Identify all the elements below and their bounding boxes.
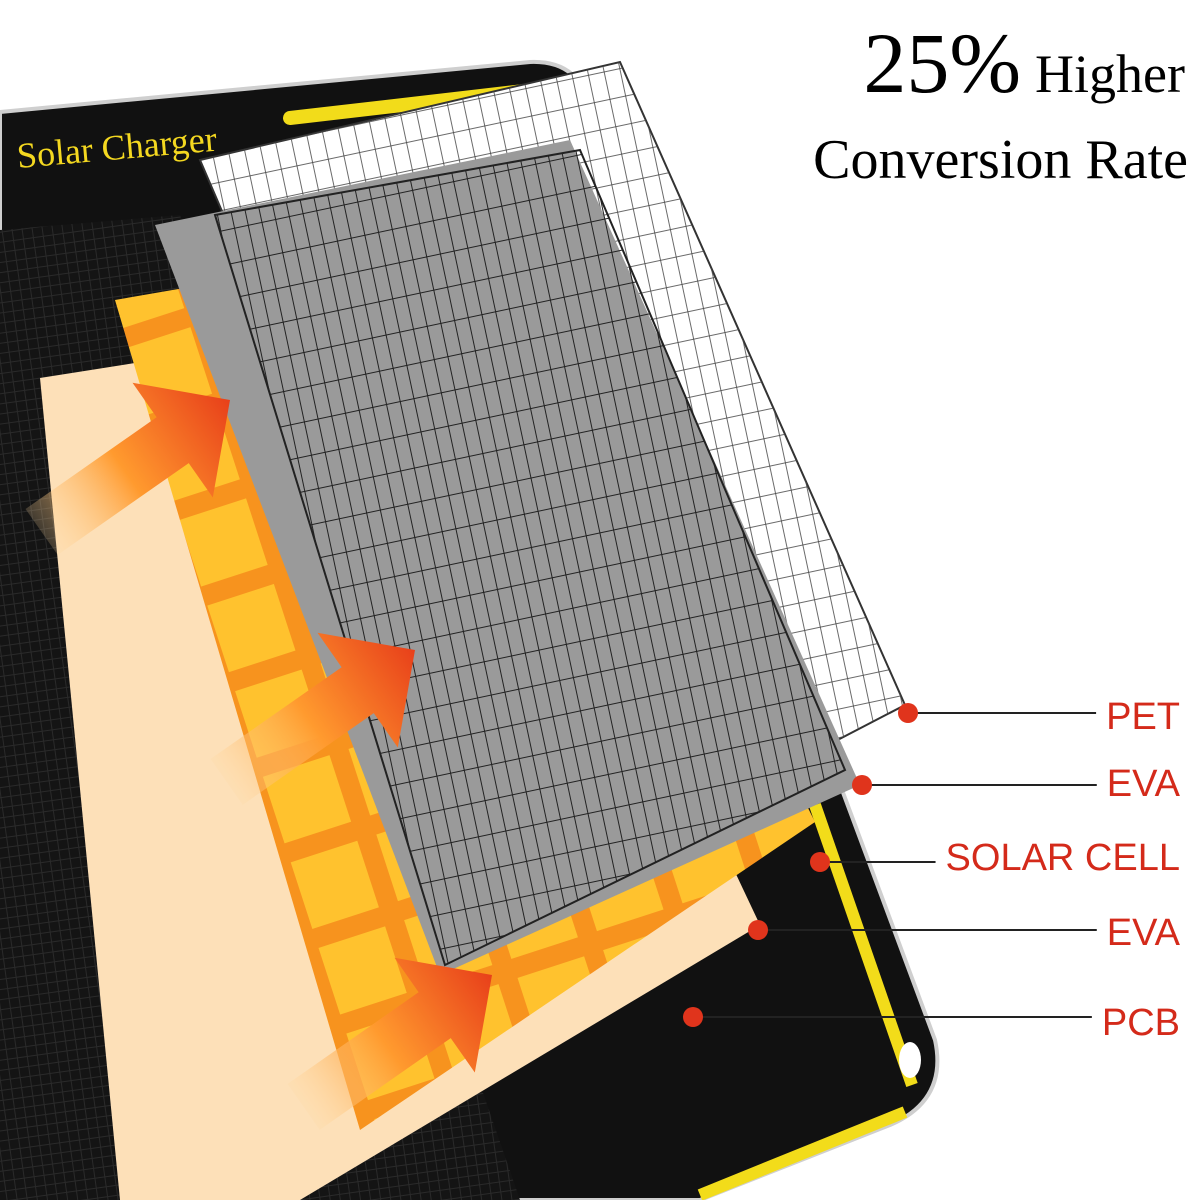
headline-number: 25% xyxy=(863,15,1021,111)
yellow-edge xyxy=(809,803,918,1087)
leader-dot xyxy=(810,852,830,872)
light-arrow xyxy=(210,632,415,805)
leader-dot xyxy=(683,1007,703,1027)
leader-dot xyxy=(898,703,918,723)
light-arrow xyxy=(287,957,492,1130)
yellow-edge xyxy=(697,1106,908,1200)
leader-dot xyxy=(852,775,872,795)
layer-label: EVA xyxy=(1107,763,1181,805)
layer-label: SOLAR CELL xyxy=(946,837,1180,879)
light-arrow xyxy=(25,382,230,555)
callouts: PET EVA SOLAR CELL EVA PCB xyxy=(683,696,1181,1044)
hang-hole xyxy=(899,1042,921,1078)
headline: 25% Higher xyxy=(863,15,1185,111)
headline-line2: Conversion Rate xyxy=(813,129,1188,191)
layer-label: PCB xyxy=(1102,1002,1180,1044)
layer-label: PET xyxy=(1106,696,1180,738)
leader-dot xyxy=(748,920,768,940)
layer-label: EVA xyxy=(1107,912,1181,954)
headline-rest: Higher xyxy=(1035,44,1185,104)
